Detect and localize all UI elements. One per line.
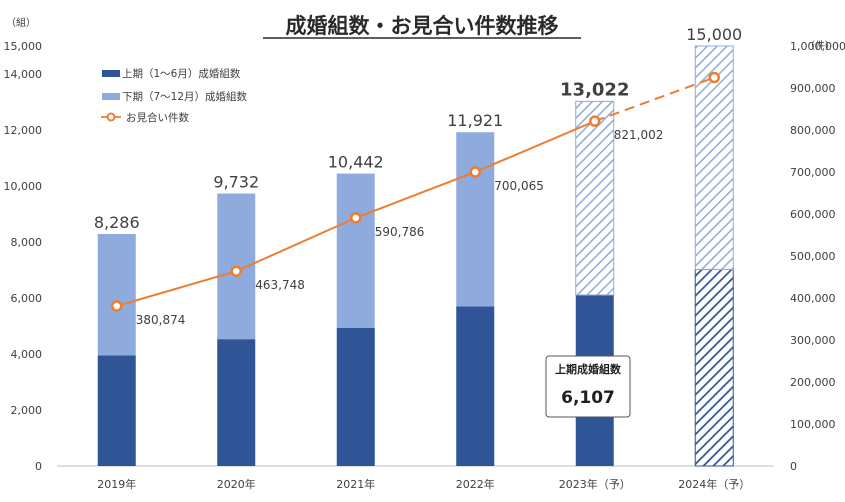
bar-first-half [217,339,256,466]
y-left-tick-label: 8,000 [11,236,43,249]
total-label: 15,000 [686,25,742,44]
y-right-tick-label: 1,000,000 [790,40,845,53]
legend-label-first-half: 上期（1〜6月）成婚組数 [122,67,241,80]
callout-label: 上期成婚組数 [555,362,622,376]
line-point [708,71,720,84]
line-point [589,115,601,127]
x-tick-label: 2024年（予） [678,477,750,491]
y-left-tick-label: 14,000 [4,68,43,81]
bar-first-half [456,306,495,466]
right-axis: 0 100,000 200,000 300,000 400,000 500,000 600,… [790,40,845,473]
legend-label-line: お見合い件数 [126,111,189,124]
y-right-tick-label: 900,000 [790,82,836,95]
legend-swatch-first-half [102,70,120,77]
y-right-tick-label: 800,000 [790,124,836,137]
bar-second-half [456,132,495,307]
line-segment [116,270,237,307]
right-axis-unit: （件） [805,40,835,52]
y-right-tick-label: 200,000 [790,376,836,389]
callout: 上期成婚組数 6,107 [545,355,631,418]
y-left-tick-label: 0 [35,460,42,473]
y-left-tick-label: 6,000 [11,292,43,305]
y-left-tick-label: 15,000 [4,40,43,53]
line-segment [474,120,596,173]
y-right-tick-label: 500,000 [790,250,836,263]
total-label: 13,022 [560,79,629,100]
x-tick-label: 2019年 [97,477,136,491]
y-left-tick-label: 2,000 [11,404,43,417]
bars [97,45,734,467]
total-label: 9,732 [213,173,259,192]
y-left-tick-label: 10,000 [4,180,43,193]
line-point-label: 821,002 [614,128,664,142]
bar-second-half [694,45,734,270]
line-point-label: 463,748 [255,278,305,292]
line-point-label: 380,874 [136,313,186,327]
y-right-tick-label: 400,000 [790,292,836,305]
bar-second-half [97,233,136,356]
y-left-tick-label: 12,000 [4,124,43,137]
callout-box [545,355,631,418]
line-point [350,212,362,224]
line-point [111,300,123,312]
total-label: 11,921 [447,111,503,130]
line-segment [235,216,357,273]
line-series [111,71,720,312]
legend: 上期（1〜6月）成婚組数 下期（7〜12月）成婚組数 お見合い件数 [101,67,248,124]
bar-first-half [336,327,375,466]
y-right-tick-label: 700,000 [790,166,836,179]
line-point-label: 700,065 [494,179,544,193]
line-point [469,166,481,178]
line-segment [594,76,715,123]
bar-second-half [575,100,615,296]
legend-swatch-second-half [102,93,120,100]
x-tick-label: 2021年 [336,477,375,491]
x-tick-label: 2023年（予） [559,477,631,491]
total-label: 10,442 [328,153,384,172]
left-axis: 0 2,000 4,000 6,000 8,000 10,000 12,000 14,000 1… [4,40,43,473]
chart-title: 成婚組数・お見合い件数推移 [286,14,559,38]
y-left-tick-label: 4,000 [11,348,43,361]
total-label: 8,286 [94,213,140,232]
y-right-tick-label: 300,000 [790,334,836,347]
data-labels: 8,286 9,732 10,442 11,921 13,022 15,000 380,87… [94,25,742,327]
line-point-label: 590,786 [375,225,425,239]
x-tick-label: 2022年 [456,477,495,491]
left-axis-unit: （組） [6,16,36,29]
bar-first-half [694,268,734,467]
y-right-tick-label: 0 [790,460,797,473]
x-tick-label: 2020年 [217,477,256,491]
line-point [230,265,242,277]
callout-value: 6,107 [561,388,615,408]
legend-label-second-half: 下期（7〜12月）成婚組数 [122,90,248,103]
bar-first-half [97,355,136,466]
y-right-tick-label: 100,000 [790,418,836,431]
x-axis: 2019年 2020年 2021年 2022年 2023年（予） 2024年（予） [97,477,750,491]
line-segment [355,171,476,219]
y-right-tick-label: 600,000 [790,208,836,221]
legend-marker-line [106,112,116,122]
bar-second-half [336,173,375,328]
